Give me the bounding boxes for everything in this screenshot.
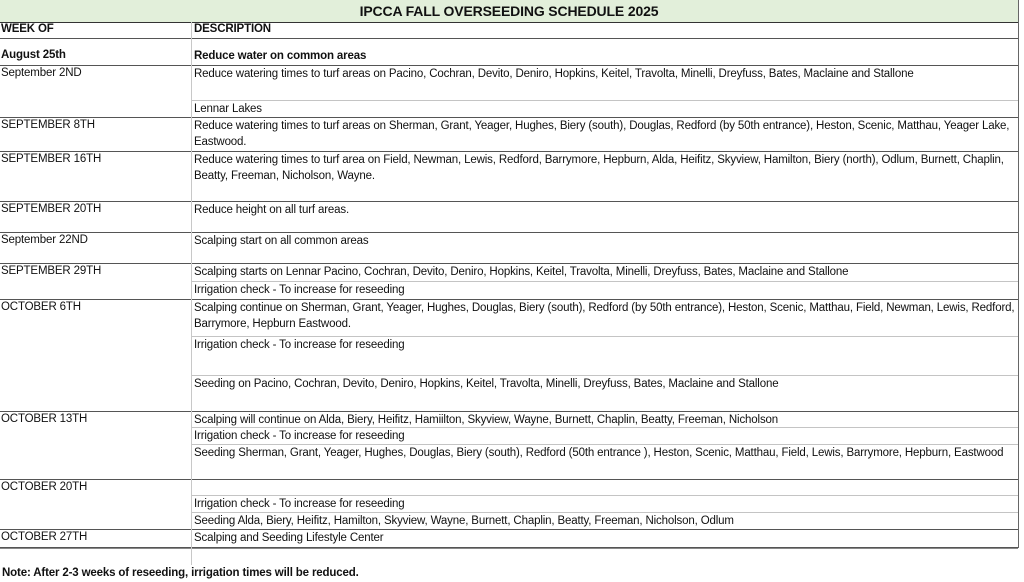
week-of-cell: SEPTEMBER 16TH [1,153,102,165]
table-row: August 25th Reduce water on common areas [0,39,1018,66]
description-cell: Irrigation check - To increase for resee… [192,496,1018,513]
header-description: DESCRIPTION [194,23,271,35]
week-of-cell: September 22ND [1,234,88,246]
description-cell: Scalping start on all common areas [194,235,369,247]
week-of-cell: August 25th [1,49,66,61]
footnote: Note: After 2-3 weeks of reseeding, irri… [2,567,359,579]
table-row: OCTOBER 27TH Scalping and Seeding Lifesty… [0,530,1018,548]
table-row: OCTOBER 20TH Irrigation check - To increa… [0,480,1018,530]
description-cell: Reduce height on all turf areas. [194,204,350,216]
week-of-cell: SEPTEMBER 20TH [1,203,102,215]
week-of-cell: SEPTEMBER 29TH [1,265,102,277]
description-cell: Reduce water on common areas [194,50,367,62]
table-row: OCTOBER 13TH Scalping will continue on Al… [0,412,1018,480]
table-row: SEPTEMBER 8TH Reduce watering times to tu… [0,118,1018,152]
description-cell: Seeding on Pacino, Cochran, Devito, Deni… [194,378,779,390]
header-divider [0,38,1018,39]
description-cell: Irrigation check - To increase for resee… [192,428,1018,445]
week-of-cell: OCTOBER 13TH [1,413,88,425]
description-cell: Seeding Sherman, Grant, Yeager, Hughes, … [194,447,1004,459]
table-row: SEPTEMBER 20TH Reduce height on all turf … [0,202,1018,233]
description-cell: Scalping will continue on Alda, Biery, H… [192,412,1018,428]
week-of-cell: SEPTEMBER 8TH [1,119,95,131]
description-cell: Scalping and Seeding Lifestyle Center [194,532,384,544]
description-cell: Scalping continue on Sherman, Grant, Yea… [192,300,1018,337]
table-row: SEPTEMBER 29TH Scalping starts on Lennar … [0,264,1018,300]
table-row: September 22ND Scalping start on all comm… [0,233,1018,264]
header-week-of: WEEK OF [1,23,54,35]
week-of-cell: OCTOBER 27TH [1,531,88,543]
table-row: OCTOBER 6TH Scalping continue on Sherman,… [0,300,1018,412]
description-cell: Reduce watering times to turf areas on P… [192,66,1018,101]
description-cell: Lennar Lakes [194,103,262,115]
right-border [1018,0,1019,548]
description-cell: Seeding Alda, Biery, Heifitz, Hamilton, … [194,515,734,527]
table-bottom-border [0,548,1018,549]
description-cell: Irrigation check - To increase for resee… [194,284,405,296]
week-of-cell: OCTOBER 20TH [1,481,88,493]
description-cell: Scalping starts on Lennar Pacino, Cochra… [192,264,1018,282]
description-cell: Irrigation check - To increase for resee… [192,337,1018,376]
column-divider [191,22,192,565]
table-row: September 2ND Reduce watering times to tu… [0,66,1018,118]
description-cell [192,480,1018,496]
week-of-cell: September 2ND [1,67,82,79]
table-row: SEPTEMBER 16TH Reduce watering times to t… [0,152,1018,202]
week-of-cell: OCTOBER 6TH [1,301,81,313]
sheet-title: IPCCA FALL OVERSEEDING SCHEDULE 2025 [0,0,1018,23]
description-cell: Reduce watering times to turf areas on S… [194,120,1010,148]
description-cell: Reduce watering times to turf area on Fi… [194,154,1004,182]
